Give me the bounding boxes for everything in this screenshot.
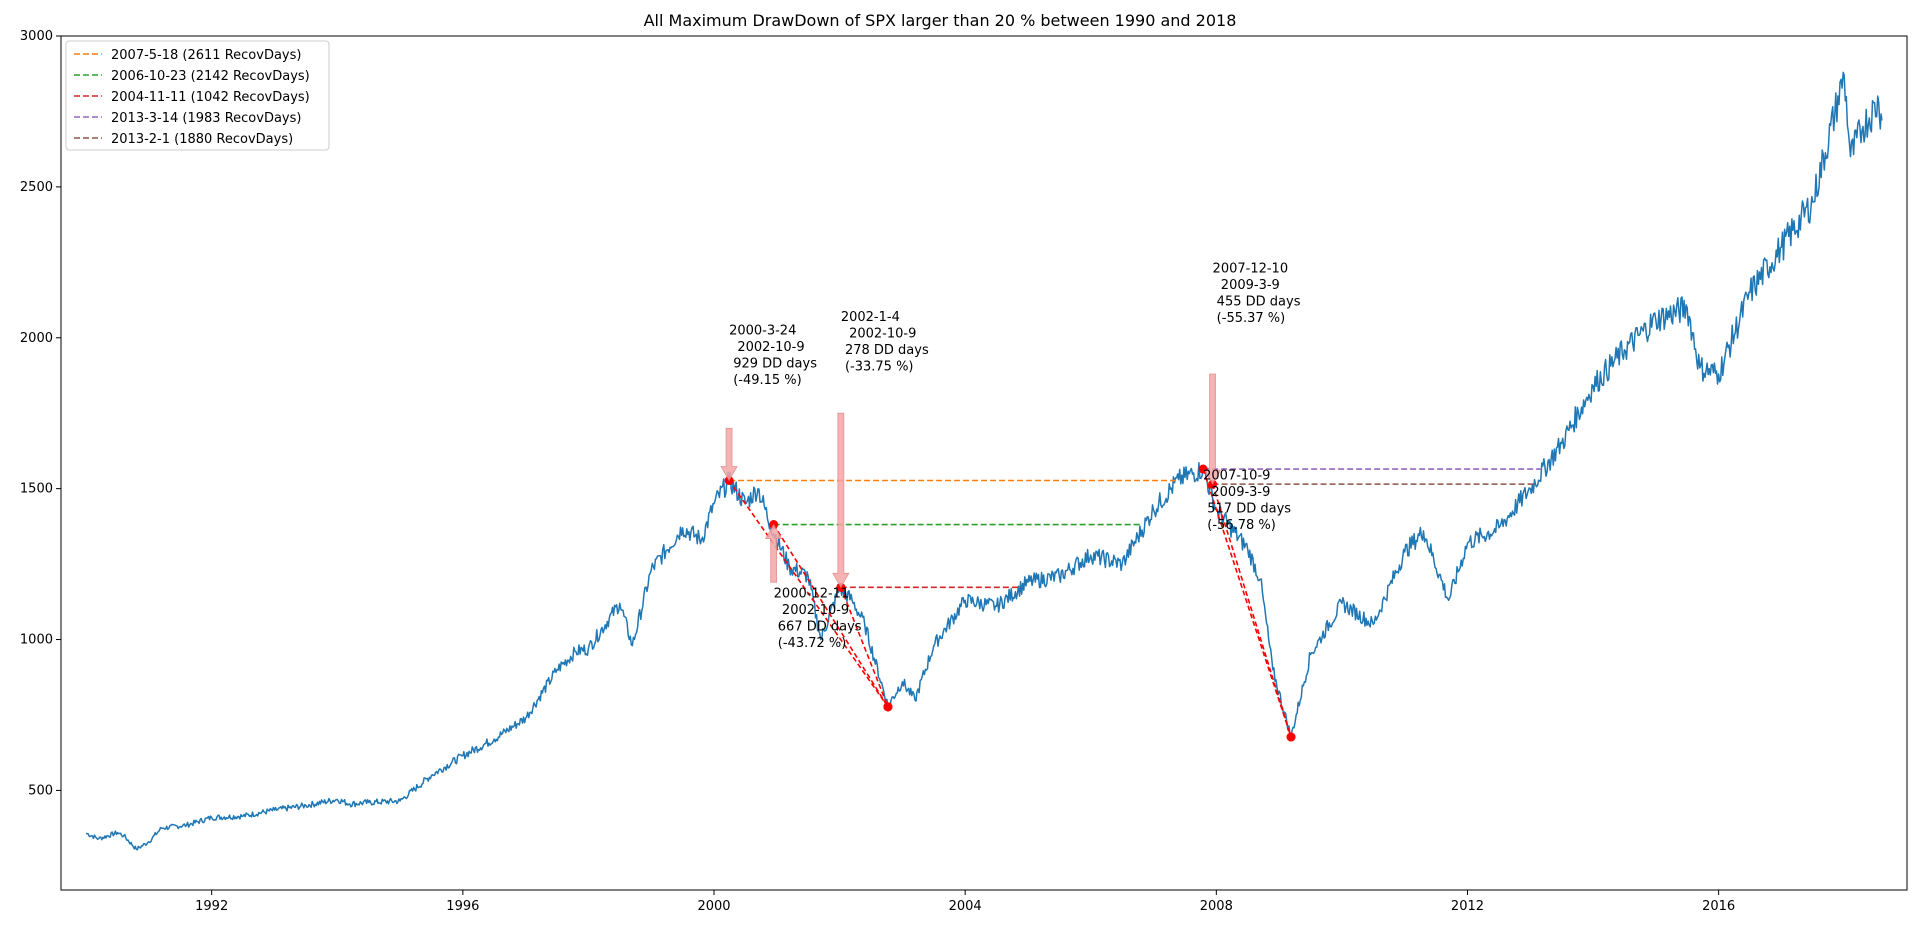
annotation-line: 455 DD days bbox=[1213, 295, 1301, 310]
annotation-line: 929 DD days bbox=[729, 357, 817, 372]
annotation-line: 517 DD days bbox=[1203, 502, 1291, 517]
x-tick-label: 1992 bbox=[195, 899, 228, 914]
x-axis: 1992 1996 2000 2004 2008 2012 2016 bbox=[195, 890, 1735, 914]
plot-frame bbox=[60, 35, 1908, 891]
annotation-line: 2000-12-11 bbox=[774, 586, 850, 601]
drawdown-annotation: 2007-10-9 2009-3-9 517 DD days (-56.78 %… bbox=[1203, 469, 1291, 534]
annotation-arrow bbox=[764, 523, 783, 583]
x-tick-label: 2012 bbox=[1451, 899, 1484, 914]
legend-entry: 2007-5-18 (2611 RecovDays) bbox=[111, 48, 301, 63]
y-axis: 500 1000 1500 2000 2500 3000 bbox=[20, 29, 61, 798]
annotation-line: 2002-1-4 bbox=[841, 310, 900, 325]
annotation-line: 2007-10-9 bbox=[1203, 469, 1270, 484]
drawdown-line bbox=[772, 524, 889, 708]
annotation-line: 2002-10-9 bbox=[774, 603, 850, 618]
x-tick-label: 2008 bbox=[1200, 899, 1233, 914]
chart-title: All Maximum DrawDown of SPX larger than … bbox=[644, 11, 1237, 30]
annotation-line: (-43.72 %) bbox=[774, 636, 847, 651]
legend: 2007-5-18 (2611 RecovDays) 2006-10-23 (21… bbox=[65, 40, 330, 151]
y-tick-label: 500 bbox=[28, 783, 53, 798]
annotation-line: 2007-12-10 bbox=[1213, 262, 1289, 277]
annotation-line: 2009-3-9 bbox=[1203, 485, 1270, 500]
legend-entry: 2006-10-23 (2142 RecovDays) bbox=[111, 69, 310, 84]
annotation-line: 2009-3-9 bbox=[1213, 278, 1280, 293]
annotation-arrow bbox=[1203, 373, 1222, 485]
annotation-line: (-56.78 %) bbox=[1203, 518, 1276, 533]
y-tick-label: 3000 bbox=[20, 29, 53, 44]
legend-entry: 2004-11-11 (1042 RecovDays) bbox=[111, 90, 310, 105]
annotation-line: 278 DD days bbox=[841, 343, 929, 358]
legend-entry: 2013-3-14 (1983 RecovDays) bbox=[111, 111, 301, 126]
drawdown-annotation: 2000-3-24 2002-10-9 929 DD days (-49.15 … bbox=[729, 324, 817, 389]
annotation-line: 2000-3-24 bbox=[729, 324, 796, 339]
price-line bbox=[85, 71, 1883, 851]
y-tick-label: 2500 bbox=[20, 180, 53, 195]
annotation-line: 667 DD days bbox=[774, 619, 862, 634]
annotation-line: 2002-10-9 bbox=[841, 327, 917, 342]
y-tick-label: 1000 bbox=[20, 633, 53, 648]
drawdown-annotation: 2002-1-4 2002-10-9 278 DD days (-33.75 %… bbox=[841, 310, 929, 375]
annotation-arrow bbox=[720, 427, 738, 482]
trough-marker bbox=[1286, 732, 1296, 742]
x-tick-label: 2016 bbox=[1702, 899, 1735, 914]
drawdown-line bbox=[840, 587, 889, 708]
annotation-line: (-49.15 %) bbox=[729, 373, 802, 388]
x-tick-label: 2000 bbox=[697, 899, 730, 914]
annotation-line: (-33.75 %) bbox=[841, 360, 914, 375]
x-tick-label: 1996 bbox=[446, 899, 479, 914]
drawdown-annotation: 2007-12-10 2009-3-9 455 DD days (-55.37 … bbox=[1213, 262, 1301, 327]
plot-area: 2000-3-24 2002-10-9 929 DD days (-49.15 … bbox=[85, 71, 1883, 851]
annotation-arrow bbox=[832, 412, 850, 589]
legend-box bbox=[65, 40, 330, 151]
legend-entry: 2013-2-1 (1880 RecovDays) bbox=[111, 132, 293, 147]
x-tick-label: 2004 bbox=[949, 899, 982, 914]
drawdown-line bbox=[728, 480, 889, 708]
annotation-line: 2002-10-9 bbox=[729, 340, 805, 355]
y-tick-label: 2000 bbox=[20, 331, 53, 346]
drawdown-annotation: 2000-12-11 2002-10-9 667 DD days (-43.72… bbox=[774, 586, 862, 651]
drawdown-line bbox=[1211, 483, 1292, 738]
annotation-line: (-55.37 %) bbox=[1213, 311, 1286, 326]
trough-marker bbox=[883, 702, 893, 712]
y-tick-label: 1500 bbox=[20, 482, 53, 497]
